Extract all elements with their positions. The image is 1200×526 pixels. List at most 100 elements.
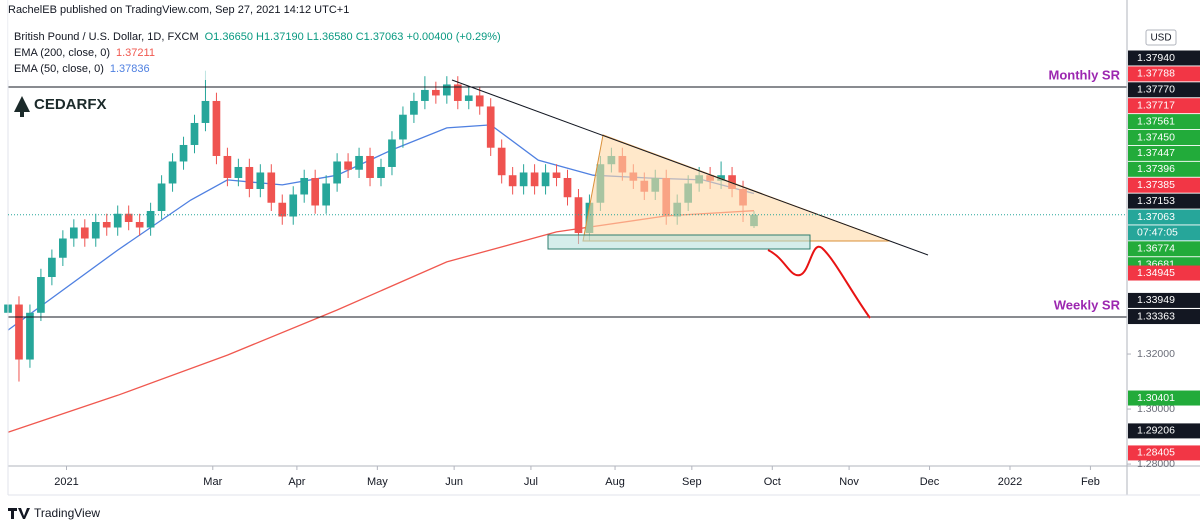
candle-body xyxy=(135,221,144,228)
candle-body xyxy=(113,213,122,228)
candle-body xyxy=(146,210,155,228)
candle-body xyxy=(102,221,111,228)
x-tick-label: Apr xyxy=(288,476,305,488)
candle-body xyxy=(333,161,341,184)
candle-body xyxy=(486,106,495,148)
candle-body xyxy=(728,175,736,189)
price-badge xyxy=(1128,82,1200,98)
logo-icon-trunk xyxy=(20,112,24,117)
legend-name: EMA (200, close, 0) xyxy=(14,47,110,59)
y-tick-label: 1.30000 xyxy=(1137,403,1175,415)
candle-body xyxy=(168,161,177,184)
price-badge-label: 1.37717 xyxy=(1137,99,1175,111)
candle-body xyxy=(157,183,166,211)
price-badge xyxy=(1128,209,1200,225)
price-badge-label: 1.37940 xyxy=(1137,52,1175,64)
x-tick-label: Aug xyxy=(605,476,625,488)
candle-body xyxy=(190,122,199,145)
x-tick-label: Dec xyxy=(920,476,940,488)
x-tick-label: Feb xyxy=(1081,476,1100,488)
candle-body xyxy=(519,172,528,187)
candle-body xyxy=(15,304,23,360)
candle-body xyxy=(289,194,298,217)
trendline xyxy=(451,79,929,256)
price-badge-label: 1.33363 xyxy=(1137,310,1175,322)
candle-body xyxy=(432,89,440,96)
price-badge-label: 1.37561 xyxy=(1137,115,1175,127)
candle-body xyxy=(453,84,462,101)
candle-body xyxy=(344,161,352,170)
price-badge xyxy=(1128,445,1200,461)
x-tick-label: 2022 xyxy=(998,476,1022,488)
candle-body xyxy=(442,84,451,96)
price-badge-label: 1.37063 xyxy=(1137,211,1175,223)
candle-body xyxy=(245,166,254,189)
logo-bg xyxy=(12,92,106,122)
price-badge xyxy=(1128,145,1200,161)
candle-body xyxy=(497,147,506,176)
candle-body xyxy=(552,172,561,178)
x-tick-label: Sep xyxy=(682,476,702,488)
x-tick-label: Jun xyxy=(445,476,463,488)
currency-badge[interactable] xyxy=(1145,29,1177,46)
price-badge xyxy=(1128,193,1200,209)
legend-name: EMA (50, close, 0) xyxy=(14,63,104,75)
candle-body xyxy=(69,227,78,239)
y-tick-label: 1.32000 xyxy=(1137,348,1175,360)
price-badge-label: 1.37153 xyxy=(1137,195,1175,207)
candle-body xyxy=(541,172,550,187)
price-badge xyxy=(1128,66,1200,82)
candle-body xyxy=(179,144,188,162)
legend-symbol-row: British Pound / U.S. Dollar, 1D, FXCM O1.… xyxy=(14,31,501,43)
price-badge xyxy=(1128,98,1200,114)
price-badge-label: 1.37385 xyxy=(1137,179,1175,191)
candle-body xyxy=(530,172,539,187)
price-badge xyxy=(1128,423,1200,439)
footer-logo: TradingView xyxy=(8,506,100,520)
candle-body xyxy=(256,172,265,189)
legend-value: 1.37211 xyxy=(116,47,155,59)
price-badge-label: 1.33949 xyxy=(1137,294,1175,306)
candle-body xyxy=(508,175,517,187)
candle-body xyxy=(80,227,89,239)
x-tick-label: 2021 xyxy=(54,476,78,488)
price-badge-label: 1.30401 xyxy=(1137,392,1175,404)
candle-body xyxy=(234,166,243,178)
legend-value: 1.37836 xyxy=(110,63,150,75)
legend-bg xyxy=(8,0,368,80)
weekly-sr-label: Weekly SR xyxy=(1054,297,1121,312)
price-badge xyxy=(1128,241,1200,257)
price-badge-label: 1.28405 xyxy=(1137,447,1175,459)
candle-body xyxy=(300,177,309,195)
footer-text: TradingView xyxy=(34,506,100,520)
logo-icon xyxy=(14,96,30,112)
cedarfx-logo: CEDARFX xyxy=(12,92,107,122)
price-badge xyxy=(1128,265,1200,281)
support-zone xyxy=(547,234,811,250)
symbol: British Pound / U.S. Dollar, 1D, FXCM xyxy=(14,31,199,43)
byline: RachelEB published on TradingView.com, S… xyxy=(8,4,349,16)
candle-body xyxy=(59,238,67,258)
candle-body xyxy=(421,89,429,101)
price-badge-label: 1.37450 xyxy=(1137,131,1175,143)
candle-body xyxy=(355,155,363,170)
candle-body xyxy=(464,95,473,101)
candle-body xyxy=(388,139,396,167)
candle-body xyxy=(322,183,330,206)
tv-icon xyxy=(8,508,30,519)
candle-body xyxy=(563,177,572,198)
candle-body xyxy=(223,155,232,178)
logo-text: CEDARFX xyxy=(34,96,107,113)
price-badge xyxy=(1128,130,1200,145)
currency[interactable]: USD xyxy=(1150,33,1171,44)
candle-body xyxy=(91,221,100,239)
candle-body xyxy=(26,312,34,360)
price-badge xyxy=(1128,161,1200,177)
countdown-badge xyxy=(1128,225,1200,241)
projection-path xyxy=(767,245,871,319)
candle-body xyxy=(717,175,725,181)
price-badge-label: 1.34945 xyxy=(1137,267,1175,279)
candle-body xyxy=(475,95,484,107)
